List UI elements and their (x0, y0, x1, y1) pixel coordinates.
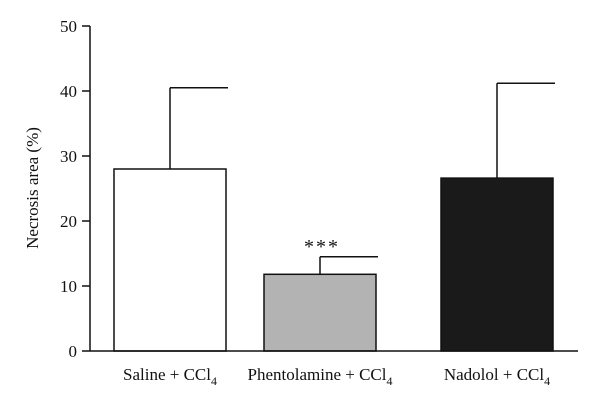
y-tick-label: 10 (60, 277, 77, 296)
y-tick-label: 40 (60, 82, 77, 101)
significance-annotation: *** (304, 236, 340, 258)
bar (440, 177, 554, 352)
y-axis-title: Necrosis area (%) (23, 127, 42, 249)
x-tick-label: Nadolol + CCl4 (444, 365, 550, 388)
y-tick-label: 50 (60, 17, 77, 36)
bars: *** (113, 82, 555, 352)
bar (113, 168, 227, 352)
x-axis: Saline + CCl4 Phentolamine + CCl4 Nadolol … (90, 350, 578, 388)
y-axis: 0 10 20 30 40 50 (60, 17, 91, 361)
y-tick-label: 30 (60, 147, 77, 166)
y-tick-label: 20 (60, 212, 77, 231)
y-tick-label: 0 (69, 342, 78, 361)
bar (263, 273, 377, 352)
x-tick-label: Saline + CCl4 (123, 365, 217, 388)
x-tick-label: Phentolamine + CCl4 (248, 365, 393, 388)
